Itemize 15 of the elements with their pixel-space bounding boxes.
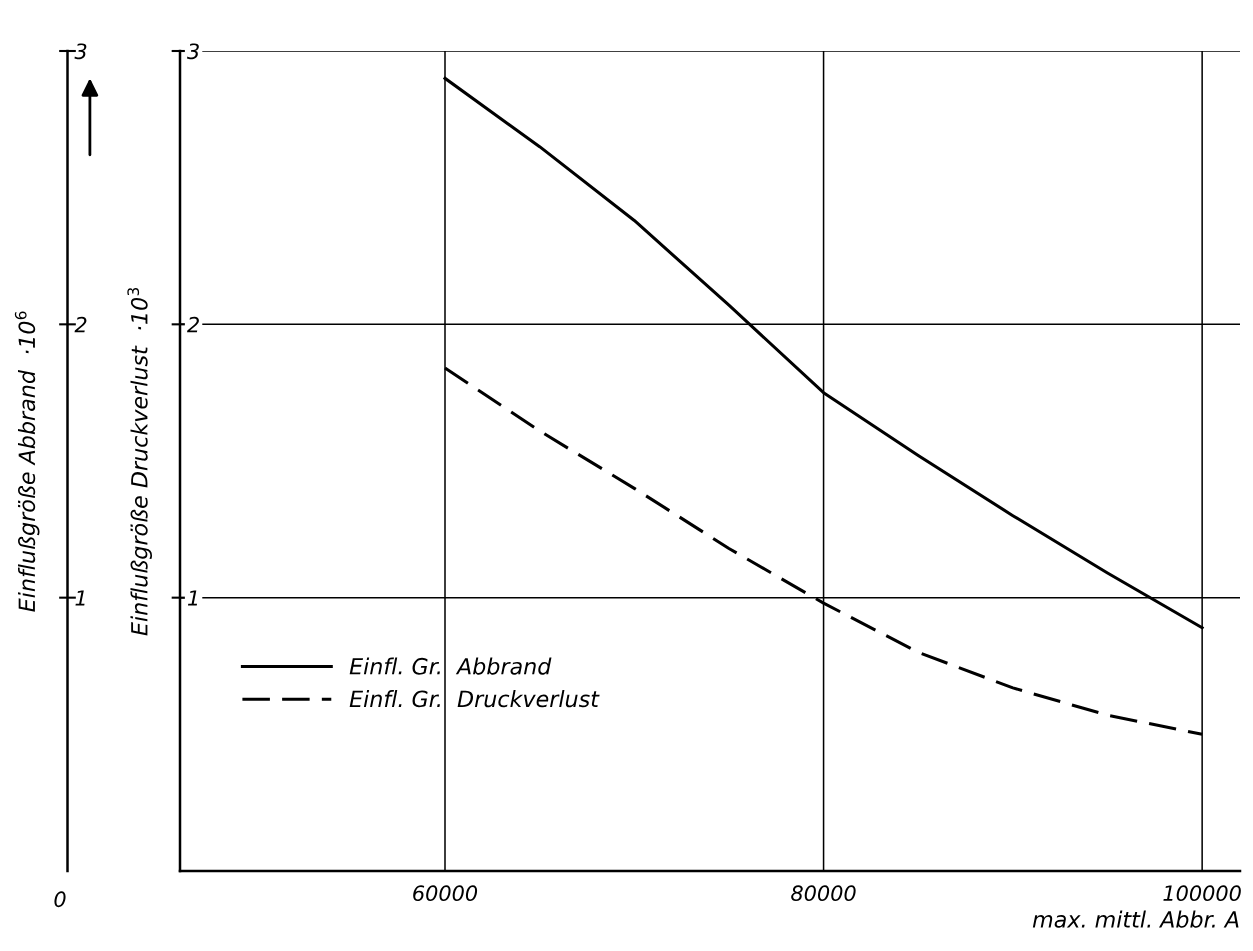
- y-tick-label: 3: [186, 43, 199, 60]
- y2-tick-label: 3: [74, 43, 87, 60]
- x-tick-label: 100000: [1163, 885, 1241, 902]
- y2-axis-title: Einflußgröße Abbrand ·10$^{6}$: [14, 311, 40, 612]
- x-axis-title: max. mittl. Abbr. A: [1032, 910, 1239, 928]
- y2-tick-label: 2: [74, 316, 87, 333]
- x-tick-label: 60000: [413, 885, 478, 902]
- legend-label: Einfl. Gr. Druckverlust: [349, 690, 600, 708]
- y-tick-label: 1: [187, 590, 198, 606]
- y-axis-title: Einflußgröße Druckverlust ·10$^{3}$: [127, 287, 153, 636]
- text: 0: [54, 891, 66, 908]
- y-tick-label: 2: [187, 316, 199, 333]
- legend-label: Einfl. Gr. Abbrand: [349, 657, 552, 675]
- x-tick-label: 80000: [791, 885, 856, 902]
- y2-tick-label: 1: [75, 590, 85, 606]
